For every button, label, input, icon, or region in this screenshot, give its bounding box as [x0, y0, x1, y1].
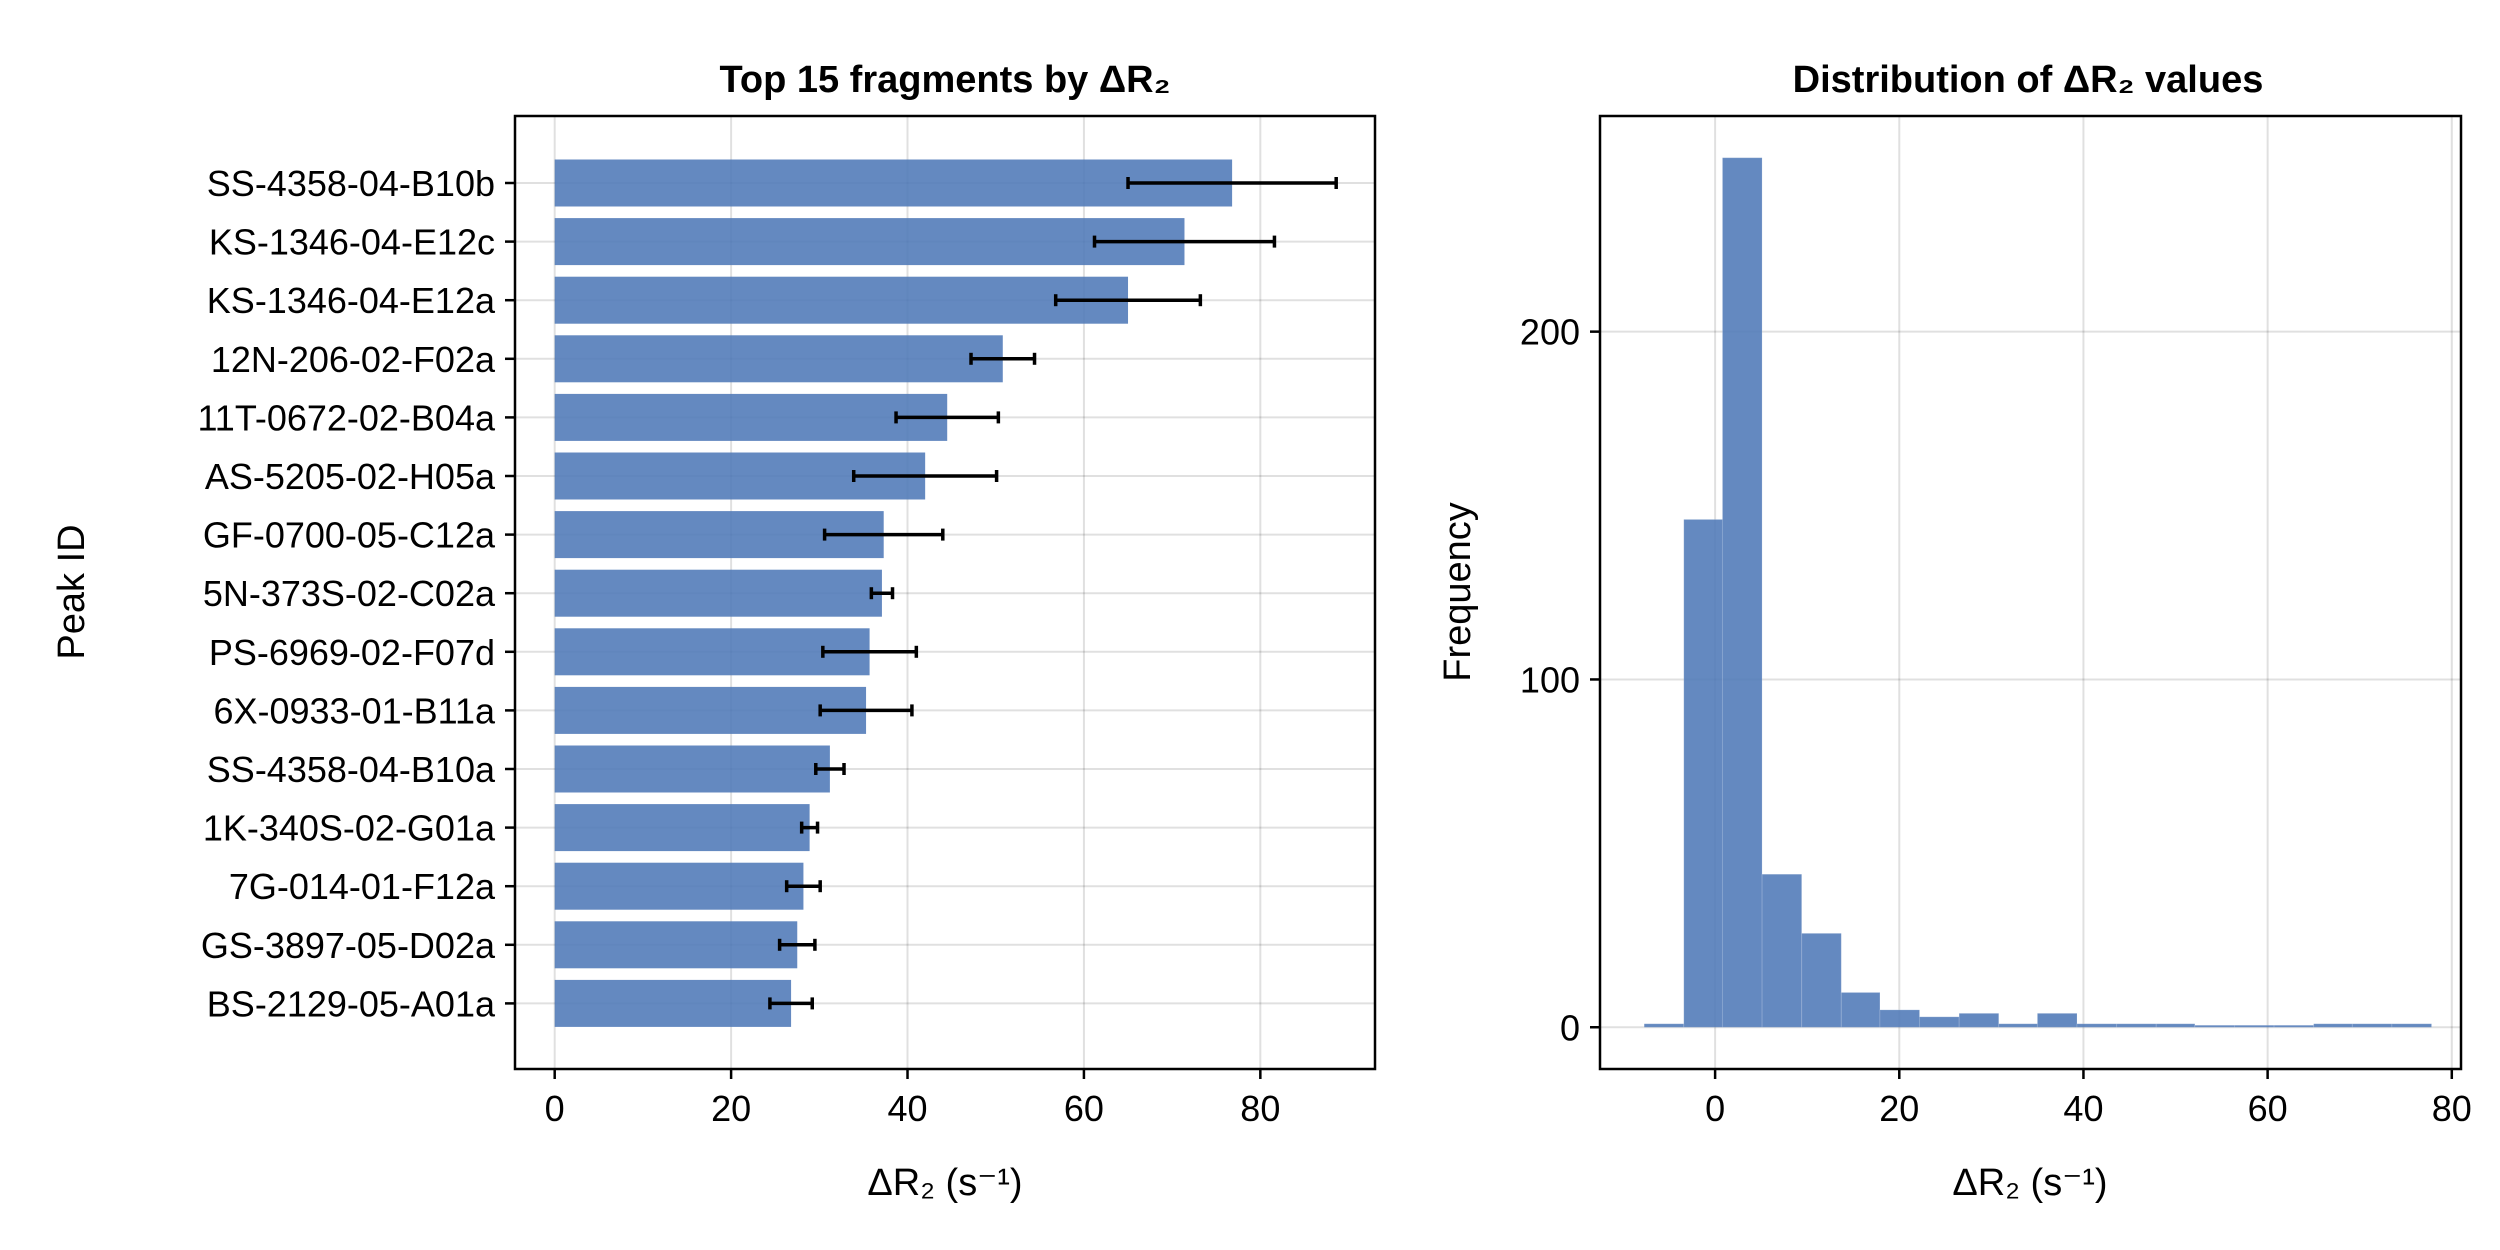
error-bar	[1053, 294, 1203, 307]
y-tick-label: 6X-0933-01-B11a	[213, 690, 496, 731]
bar	[554, 862, 804, 910]
histogram-bins	[1643, 157, 2433, 1028]
y-tick-label: GS-3897-05-D02a	[201, 925, 496, 966]
bar-chart-y-ticks: SS-4358-04-B10b KS-1346-04-E12c KS-1346-04…	[197, 163, 515, 1024]
histogram-bin	[2313, 1023, 2353, 1028]
x-tick-label: 60	[2248, 1088, 2288, 1129]
histogram-bin	[1919, 1016, 1960, 1028]
histogram-bin	[1721, 157, 1763, 1028]
histogram-y-axis-label: Frequency	[1437, 502, 1479, 682]
histogram-y-ticks: 0 100 200	[1520, 312, 1600, 1048]
bar-chart-x-ticks: 0 20 40 60 80	[545, 1069, 1280, 1129]
bar	[554, 804, 810, 852]
x-tick-label: 60	[1064, 1088, 1104, 1129]
y-tick-label: 5N-373S-02-C02a	[203, 573, 496, 614]
histogram-plot-area	[1598, 114, 2463, 1071]
y-tick-label: 0	[1560, 1007, 1580, 1048]
error-bar	[894, 411, 1001, 424]
error-bar	[869, 587, 895, 600]
histogram-bin	[2155, 1023, 2196, 1028]
histogram-bin	[1840, 991, 1881, 1028]
bar-chart-y-axis-label: Peak ID	[51, 524, 93, 659]
y-tick-label: 11T-0672-02-B04a	[197, 397, 496, 438]
histogram-bin	[1958, 1012, 2000, 1028]
error-bar	[821, 645, 919, 658]
x-tick-label: 20	[711, 1088, 751, 1129]
error-bar	[768, 997, 815, 1010]
y-tick-label: SS-4358-04-B10b	[207, 163, 495, 204]
x-tick-label: 80	[1240, 1088, 1280, 1129]
y-tick-label: 7G-014-01-F12a	[229, 866, 496, 907]
histogram-bin	[2036, 1012, 2078, 1028]
error-bar	[799, 821, 820, 834]
bar-series	[554, 159, 1233, 1027]
error-bars	[768, 177, 1338, 1010]
bar	[554, 159, 1233, 207]
x-tick-label: 0	[1705, 1088, 1725, 1129]
histogram-bin	[2076, 1023, 2118, 1028]
histogram-x-axis-label: ΔR₂ (s⁻¹)	[1952, 1162, 2107, 1204]
error-bar	[969, 352, 1037, 365]
bar	[554, 745, 830, 793]
histogram-bin	[2273, 1024, 2315, 1028]
bar	[554, 393, 948, 441]
y-tick-label: 200	[1520, 312, 1580, 353]
histogram-bin	[1683, 518, 1723, 1028]
bar	[554, 628, 870, 676]
bar	[554, 276, 1129, 324]
bar-chart-panel: Top 15 fragments by ΔR₂ 0 20 40 60 80 SS-435…	[51, 59, 1377, 1204]
bar	[554, 335, 1003, 383]
error-bar	[784, 880, 822, 893]
y-tick-label: AS-5205-02-H05a	[205, 456, 496, 497]
error-bar	[1092, 235, 1277, 248]
y-tick-label: PS-6969-02-F07d	[209, 632, 495, 673]
histogram-bin	[2116, 1023, 2157, 1028]
bar	[554, 686, 867, 734]
y-tick-label: BS-2129-05-A01a	[207, 983, 496, 1024]
bar	[554, 979, 792, 1027]
x-tick-label: 80	[2432, 1088, 2472, 1129]
histogram-bin	[2391, 1023, 2433, 1028]
histogram-bin	[2351, 1023, 2393, 1028]
histogram-x-ticks: 0 20 40 60 80	[1705, 1069, 2472, 1129]
y-tick-label: 100	[1520, 659, 1580, 700]
histogram-title: Distribution of ΔR₂ values	[1793, 59, 2264, 101]
error-bar	[822, 528, 945, 541]
histogram-panel: Distribution of ΔR₂ values 0 20 40 60 80 0 10…	[1437, 59, 2472, 1204]
bar	[554, 569, 882, 617]
histogram-bin	[1879, 1009, 1921, 1028]
y-tick-label: 1K-340S-02-G01a	[203, 808, 496, 849]
x-tick-label: 20	[1879, 1088, 1919, 1129]
y-tick-label: KS-1346-04-E12a	[207, 280, 496, 321]
histogram-bin	[1998, 1023, 2038, 1028]
error-bar	[818, 704, 914, 717]
histogram-bin	[1643, 1023, 1685, 1028]
histogram-bin	[1761, 873, 1803, 1028]
y-tick-label: GF-0700-05-C12a	[203, 515, 496, 556]
y-tick-label: KS-1346-04-E12c	[209, 222, 495, 263]
histogram-bin	[1801, 932, 1842, 1028]
bar-chart-title: Top 15 fragments by ΔR₂	[719, 59, 1170, 101]
y-tick-label: SS-4358-04-B10a	[207, 749, 496, 790]
error-bar	[777, 938, 817, 951]
bar	[554, 921, 798, 969]
error-bar	[814, 763, 846, 775]
error-bar	[1126, 177, 1338, 189]
histogram-bin	[2194, 1024, 2235, 1028]
x-tick-label: 40	[2063, 1088, 2103, 1129]
y-tick-label: 12N-206-02-F02a	[211, 339, 496, 380]
bar-chart-x-axis-label: ΔR₂ (s⁻¹)	[867, 1162, 1022, 1204]
bar	[554, 218, 1185, 266]
x-tick-label: 40	[887, 1088, 927, 1129]
error-bar	[851, 470, 999, 482]
x-tick-label: 0	[545, 1088, 565, 1129]
histogram-bin	[2233, 1024, 2275, 1028]
